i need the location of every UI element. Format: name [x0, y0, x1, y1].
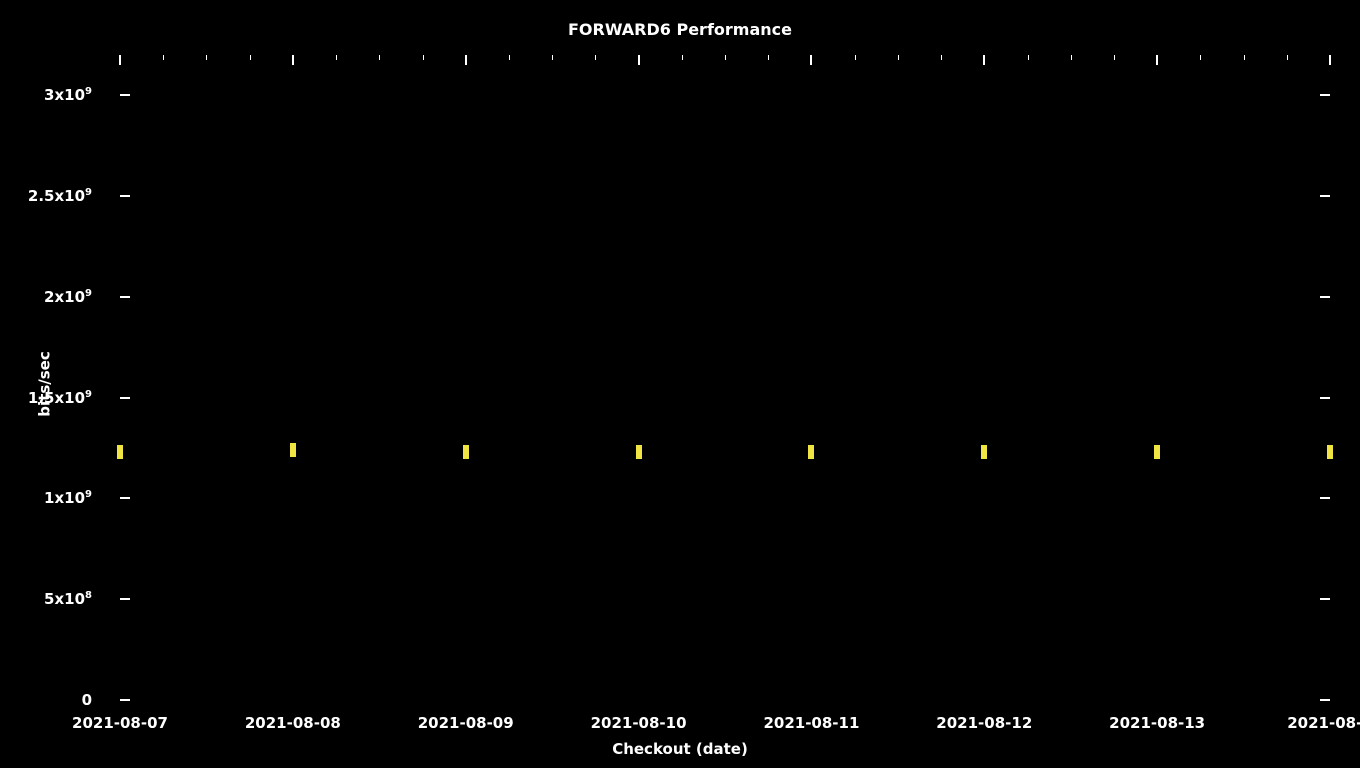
ytick-mark [120, 598, 130, 600]
xtick-label: 2021-08-12 [936, 714, 1032, 732]
ytick-mark [120, 94, 130, 96]
xtick-minor [768, 55, 769, 60]
xtick-minor [423, 55, 424, 60]
ytick-label: 5x108 [44, 590, 92, 608]
xtick-mark [810, 55, 812, 65]
data-marker [1327, 445, 1333, 459]
ytick-label: 2.5x109 [28, 187, 92, 205]
ytick-mark [120, 497, 130, 499]
data-marker [981, 445, 987, 459]
xtick-minor [855, 55, 856, 60]
xtick-minor [1114, 55, 1115, 60]
xtick-mark [983, 55, 985, 65]
ytick-mark [120, 397, 130, 399]
data-marker [636, 445, 642, 459]
ytick-mark [1320, 296, 1330, 298]
data-marker [290, 443, 296, 457]
xtick-minor [1028, 55, 1029, 60]
xtick-mark [119, 55, 121, 65]
ytick-label: 2x109 [44, 288, 92, 306]
ytick-mark [1320, 397, 1330, 399]
ytick-label: 0 [82, 691, 92, 709]
y-axis-label: bits/sec [36, 351, 54, 416]
data-marker [1154, 445, 1160, 459]
xtick-label: 2021-08-09 [418, 714, 514, 732]
xtick-minor [1200, 55, 1201, 60]
xtick-minor [552, 55, 553, 60]
xtick-mark [292, 55, 294, 65]
ytick-mark [1320, 598, 1330, 600]
xtick-label: 2021-08-10 [591, 714, 687, 732]
xtick-minor [206, 55, 207, 60]
ytick-mark [120, 195, 130, 197]
xtick-label: 2021-08-08 [245, 714, 341, 732]
xtick-minor [336, 55, 337, 60]
performance-chart: FORWARD6 Performance bits/sec Checkout (… [0, 0, 1360, 768]
ytick-mark [1320, 497, 1330, 499]
xtick-minor [1244, 55, 1245, 60]
xtick-minor [379, 55, 380, 60]
xtick-minor [898, 55, 899, 60]
xtick-label: 2021-08-13 [1109, 714, 1205, 732]
xtick-minor [725, 55, 726, 60]
xtick-label: 2021-08-1 [1287, 714, 1360, 732]
ytick-label: 3x109 [44, 86, 92, 104]
xtick-minor [682, 55, 683, 60]
ytick-label: 1.5x109 [28, 389, 92, 407]
ytick-mark [1320, 94, 1330, 96]
data-marker [117, 445, 123, 459]
xtick-minor [1287, 55, 1288, 60]
xtick-mark [638, 55, 640, 65]
ytick-mark [1320, 195, 1330, 197]
plot-area: 05x1081x1091.5x1092x1092.5x1093x1092021-… [120, 55, 1330, 700]
xtick-minor [250, 55, 251, 60]
xtick-minor [163, 55, 164, 60]
ytick-label: 1x109 [44, 489, 92, 507]
xtick-minor [1071, 55, 1072, 60]
chart-title: FORWARD6 Performance [0, 20, 1360, 39]
xtick-minor [941, 55, 942, 60]
xtick-label: 2021-08-07 [72, 714, 168, 732]
xtick-label: 2021-08-11 [763, 714, 859, 732]
xtick-minor [595, 55, 596, 60]
xtick-mark [1156, 55, 1158, 65]
ytick-mark [120, 699, 130, 701]
xtick-mark [1329, 55, 1331, 65]
data-marker [463, 445, 469, 459]
ytick-mark [1320, 699, 1330, 701]
x-axis-label: Checkout (date) [0, 740, 1360, 758]
xtick-mark [465, 55, 467, 65]
xtick-minor [509, 55, 510, 60]
data-marker [808, 445, 814, 459]
ytick-mark [120, 296, 130, 298]
